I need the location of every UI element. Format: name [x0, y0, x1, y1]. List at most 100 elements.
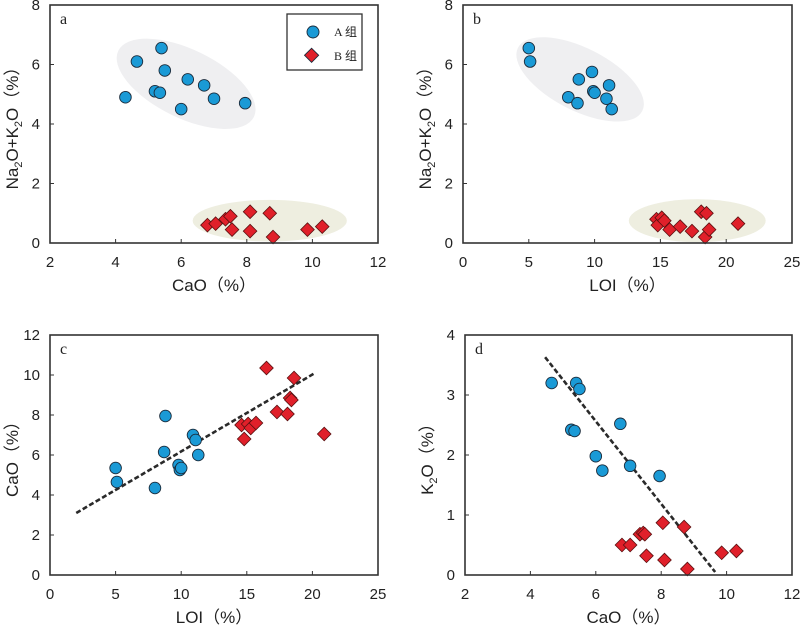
x-tick-label: 10: [173, 586, 190, 603]
y-tick-label: 8: [32, 407, 40, 424]
data-point-group-a: [159, 409, 172, 423]
y-tick-label: 3: [447, 387, 455, 404]
x-tick-label: 25: [784, 254, 800, 271]
data-point-group-b: [639, 548, 654, 564]
y-tick-label: 2: [447, 447, 455, 464]
y-tick-label: 4: [447, 327, 455, 344]
x-tick-label: 10: [718, 586, 735, 603]
legend-marker-circle-icon: [306, 25, 320, 39]
data-point-group-b: [224, 222, 240, 237]
x-tick-label: 6: [592, 586, 600, 603]
y-tick-label: 10: [23, 367, 40, 384]
y-tick-label: 6: [32, 57, 40, 74]
data-point-group-a: [623, 459, 637, 473]
data-points: [119, 41, 330, 245]
cluster-ellipse-group-b: [628, 199, 766, 243]
y-tick-label: 0: [445, 235, 453, 252]
x-tick-label: 4: [526, 586, 534, 603]
data-point-group-a: [119, 90, 132, 104]
data-point-group-b: [265, 229, 281, 245]
data-point-group-a: [562, 90, 575, 104]
data-point-group-a: [589, 449, 603, 463]
data-point-group-b: [730, 216, 746, 232]
data-point-group-b: [622, 537, 638, 553]
data-point-group-a: [130, 55, 144, 68]
panel-label: a: [60, 11, 67, 28]
data-point-group-b: [269, 404, 285, 420]
y-axis-title: Na2O+K2O（%）: [3, 59, 25, 190]
data-point-group-b: [280, 406, 295, 422]
y-tick-label: 0: [32, 567, 40, 584]
y-tick-label: 4: [445, 116, 453, 133]
x-tick-label: 15: [238, 586, 255, 603]
x-tick-label: 8: [657, 586, 665, 603]
y-tick-label: 0: [32, 235, 40, 252]
data-point-group-b: [657, 552, 672, 568]
x-axis-title: LOI（%）: [176, 608, 253, 627]
y-tick-label: 2: [32, 527, 40, 544]
panel-b: 0 5 10 15 20 25 0 2 4 6 8 b LOI（%） Na2O+K2O（%）: [416, 0, 800, 295]
data-point-group-a: [153, 86, 167, 100]
y-tick-label: 6: [445, 57, 453, 74]
x-tick-label: 4: [111, 254, 119, 271]
cluster-ellipses: [516, 37, 766, 243]
y-tick-label: 8: [445, 0, 453, 14]
data-point-group-a: [596, 464, 609, 477]
legend-label-group-b: B 组: [334, 49, 357, 63]
data-point-group-a: [181, 73, 195, 86]
data-points: [522, 41, 746, 245]
data-point-group-a: [605, 102, 618, 116]
data-point-group-b: [262, 205, 278, 221]
data-point-group-a: [573, 382, 586, 396]
x-tick-label: 0: [46, 586, 54, 603]
x-axis-title: CaO（%）: [172, 276, 256, 295]
y-tick-label: 6: [32, 447, 40, 464]
x-tick-label: 20: [718, 254, 735, 271]
data-point-group-a: [588, 86, 601, 100]
data-point-group-b: [637, 526, 653, 542]
data-point-group-b: [701, 222, 717, 237]
x-tick-label: 2: [46, 254, 54, 271]
y-tick-label: 2: [32, 176, 40, 193]
panel-c: 0 5 10 15 20 25 0 2 4 6 8 10 12 c LOI（%） CaO（%）: [3, 327, 386, 627]
data-point-group-b: [672, 219, 688, 235]
x-tick-label: 15: [652, 254, 669, 271]
data-point-group-a: [148, 481, 162, 495]
data-point-group-a: [158, 64, 172, 77]
data-point-group-b: [300, 222, 315, 237]
data-point-group-a: [523, 55, 537, 68]
legend-label-group-a: A 组: [334, 25, 357, 39]
data-point-group-b: [684, 223, 700, 239]
data-point-group-a: [602, 79, 616, 92]
legend-box: [286, 13, 363, 71]
data-point-group-b: [316, 426, 332, 442]
axis-ticks: 0 5 10 15 20 25 0 2 4 6 8: [445, 0, 800, 271]
data-point-group-b: [729, 543, 744, 559]
data-point-group-b: [286, 370, 302, 386]
x-tick-label: 10: [586, 254, 603, 271]
x-tick-label: 25: [370, 586, 387, 603]
x-tick-label: 12: [784, 586, 800, 603]
x-tick-label: 6: [177, 254, 185, 271]
data-point-group-b: [284, 392, 299, 408]
y-tick-label: 4: [32, 116, 40, 133]
data-point-group-b: [223, 208, 238, 224]
data-point-group-b: [314, 219, 330, 235]
x-tick-label: 10: [304, 254, 321, 271]
plot-frame: [49, 334, 379, 576]
data-point-group-b: [248, 415, 264, 431]
data-point-group-a: [522, 41, 536, 55]
data-points: [545, 376, 744, 577]
plot-frame: [464, 334, 793, 576]
data-point-group-b: [655, 515, 671, 531]
data-point-group-a: [568, 424, 581, 438]
data-point-group-a: [174, 461, 188, 475]
x-tick-label: 20: [304, 586, 321, 603]
data-point-group-b: [699, 205, 714, 221]
x-tick-label: 5: [525, 254, 533, 271]
